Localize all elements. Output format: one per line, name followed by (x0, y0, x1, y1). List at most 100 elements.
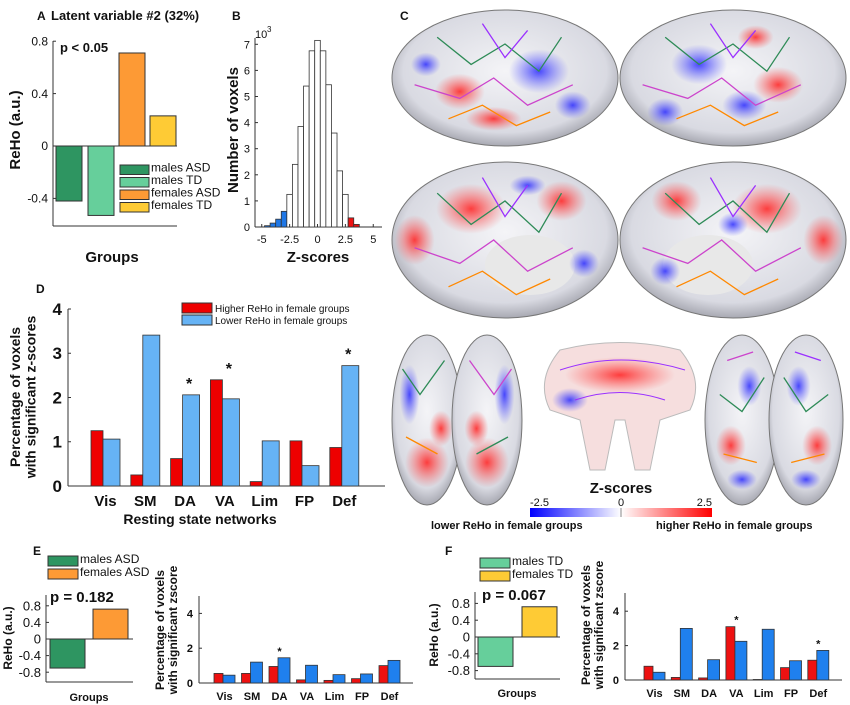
y-scale-base: 10 (255, 29, 267, 41)
p-value-annotation: p < 0.05 (60, 40, 108, 55)
histogram-bin (264, 225, 271, 228)
histogram-bin (308, 50, 316, 228)
y-tick-label: 1 (53, 433, 62, 452)
x-tick-label-Lim: Lim (325, 691, 345, 703)
bar-males-ASD (55, 145, 83, 202)
bar-Vis-lower (222, 674, 236, 684)
legend-swatch (479, 570, 511, 582)
y-tick-label: -0.4 (448, 646, 470, 661)
network-boundary (723, 453, 757, 464)
y-tick-label: 0 (613, 675, 619, 687)
negative-zscore-region (647, 98, 684, 126)
medial-wall (663, 235, 753, 295)
x-tick-label-VA: VA (215, 493, 235, 510)
y-tick-label: 0.8 (31, 34, 48, 48)
panel-c-brain-maps: C Z-scores -2.5 0 2.5 lower ReHo in female gr… (391, 9, 847, 532)
negative-zscore-region (494, 364, 515, 425)
bar-VA-higher (725, 626, 736, 681)
bar-Lim-higher (752, 679, 763, 681)
legend-label: females TD (512, 567, 573, 581)
legend-swatch (119, 177, 150, 188)
positive-zscore-region (565, 357, 675, 393)
positive-zscore-region (429, 410, 453, 447)
y-tick-label: 5 (244, 92, 250, 104)
bar-Lim-lower (332, 674, 346, 684)
bar-SM-higher (670, 677, 681, 681)
x-axis-label: Groups (497, 688, 536, 700)
y-tick-label: 1 (244, 196, 250, 208)
network-boundary (791, 453, 825, 464)
bar-Vis-lower (652, 671, 666, 681)
bar-SM-lower (250, 661, 263, 684)
chart-D: 0 1 2 3 4 Vis SM DA * VA * Lim FP Def * Percentage of v… (7, 282, 385, 527)
bar-Lim-lower (261, 440, 280, 487)
legend-label: females TD (151, 198, 212, 212)
network-boundary (436, 192, 563, 234)
bar-Vis-higher (643, 665, 654, 681)
colorbar-tick-label: 2.5 (697, 497, 712, 509)
bar-SM-lower (142, 334, 161, 487)
bar-DA-lower (277, 657, 291, 684)
y-axis-label: with significant z-scores (22, 315, 38, 479)
positive-zscore-region (436, 183, 507, 234)
y-tick-label: 0 (41, 139, 48, 153)
chart-title: Latent variable #2 (32%) (51, 8, 199, 23)
positive-zscore-region (465, 437, 509, 488)
positive-zscore-region (536, 181, 587, 221)
legend-label: females ASD (80, 565, 150, 579)
y-axis-label: with significant zscore (166, 565, 180, 695)
x-axis-label: Z-scores (287, 249, 350, 266)
x-tick-label-FP: FP (784, 688, 798, 700)
network-boundary (448, 104, 551, 127)
y-tick-label: 7 (244, 39, 250, 51)
legend-label: Lower ReHo in female groups (215, 316, 347, 327)
network-boundary (664, 192, 791, 234)
y-tick-label: 4 (244, 118, 250, 130)
positive-zscore-region (737, 25, 774, 50)
legend-swatch (47, 555, 79, 567)
cortex-surface (619, 9, 847, 147)
histogram-bin (275, 218, 282, 228)
brain-medial-left (391, 161, 619, 319)
x-tick-label-Vis: Vis (94, 493, 116, 510)
negative-zscore-region (722, 90, 767, 121)
legend-swatch (181, 314, 213, 326)
histogram-bin (280, 210, 288, 228)
y-tick-label: 0 (187, 678, 193, 690)
histogram-bin (353, 223, 360, 228)
histogram-bin (319, 50, 327, 228)
chart-A: 0.8 0.4 0 -0.4 p < 0.05 Groups ReHo (a.u.) male… (7, 9, 221, 266)
y-tick-label: 0 (244, 222, 250, 234)
panel-label: E (33, 544, 41, 558)
negative-zscore-region (650, 257, 681, 286)
x-tick-label-SM: SM (134, 493, 157, 510)
network-boundary (436, 36, 563, 73)
bar-females-TD (149, 115, 177, 147)
bar-DA-lower (707, 659, 720, 681)
y-scale-exponent: 3 (267, 25, 272, 34)
bar-DA-higher (698, 677, 708, 681)
x-tick-label-VA: VA (729, 688, 744, 700)
negative-zscore-region (552, 388, 588, 412)
legend-label: Higher ReHo in female groups (215, 304, 350, 315)
x-tick-label-SM: SM (674, 688, 691, 700)
x-tick-label-SM: SM (244, 691, 261, 703)
y-tick-label: 4 (53, 300, 63, 319)
x-tick-label-DA: DA (272, 691, 288, 703)
network-boundary (401, 360, 446, 396)
y-tick-label: 2 (187, 643, 193, 655)
histogram-bin (342, 193, 349, 228)
panel-label: A (37, 9, 46, 23)
y-tick-label: 3 (53, 344, 62, 363)
network-boundary (794, 351, 822, 362)
x-tick-label-Vis: Vis (216, 691, 232, 703)
x-tick-label-FP: FP (295, 493, 314, 510)
y-axis-label: with significant zscore (592, 560, 606, 690)
x-tick-label-Lim: Lim (251, 493, 278, 510)
bar-SM-higher (241, 673, 251, 684)
network-boundary (726, 351, 754, 362)
histogram-bin (303, 85, 310, 228)
x-tick-label-FP: FP (355, 691, 369, 703)
bar-Lim-higher (249, 481, 263, 487)
